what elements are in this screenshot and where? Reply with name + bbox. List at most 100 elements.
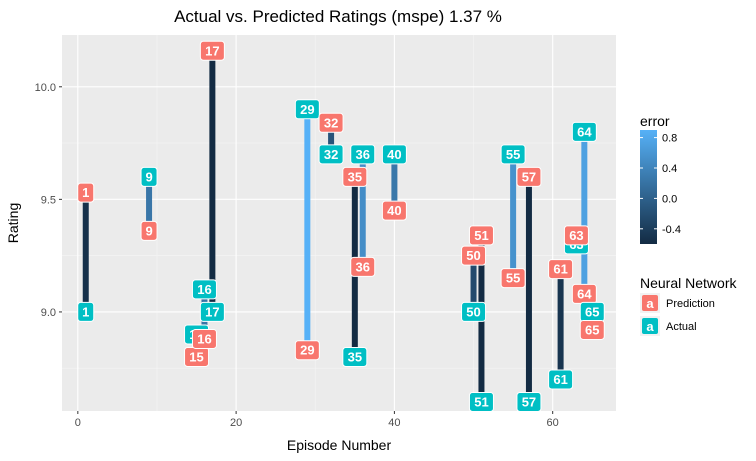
color-bar-tick-label: 0.8 bbox=[662, 133, 677, 145]
prediction-label: 63 bbox=[563, 225, 589, 246]
label-text: 16 bbox=[197, 331, 211, 346]
color-bar-ticks: 0.8 0.4 0.0 -0.4 bbox=[640, 133, 681, 236]
label-text: 9 bbox=[145, 223, 152, 238]
color-bar-tick-label: -0.4 bbox=[662, 224, 681, 236]
prediction-label: 51 bbox=[468, 225, 494, 246]
label-text: 51 bbox=[474, 228, 488, 243]
legend-key-swatch bbox=[642, 318, 658, 334]
actual-label: 16 bbox=[191, 279, 217, 300]
label-box bbox=[342, 346, 368, 367]
label-box bbox=[548, 369, 574, 390]
x-axis-title: Episode Number bbox=[287, 437, 392, 453]
prediction-label: 1 bbox=[77, 182, 95, 203]
x-tick-label: 40 bbox=[388, 417, 400, 429]
label-text: 61 bbox=[553, 262, 567, 277]
label-text: 40 bbox=[387, 147, 401, 162]
prediction-label: 61 bbox=[548, 259, 574, 280]
label-text: 55 bbox=[506, 147, 520, 162]
actual-label: 51 bbox=[468, 391, 494, 412]
label-box bbox=[140, 220, 158, 241]
actual-label: 64 bbox=[571, 121, 597, 142]
prediction-label: 65 bbox=[579, 319, 605, 340]
label-box bbox=[140, 166, 158, 187]
y-axis-title: Rating bbox=[5, 203, 21, 243]
actual-label: 55 bbox=[500, 144, 526, 165]
label-text: 50 bbox=[466, 248, 480, 263]
actual-label: 50 bbox=[461, 301, 487, 322]
actual-label: 29 bbox=[294, 99, 320, 120]
label-text: 29 bbox=[300, 343, 314, 358]
prediction-label: 32 bbox=[318, 112, 344, 133]
group-legend: Neural Network a Prediction a Actual bbox=[640, 275, 737, 336]
actual-label: 36 bbox=[350, 144, 376, 165]
label-box bbox=[468, 225, 494, 246]
legend-entry-label: Actual bbox=[666, 321, 697, 333]
label-text: 17 bbox=[205, 43, 219, 58]
grid-minor bbox=[62, 35, 616, 411]
label-box bbox=[579, 319, 605, 340]
label-box bbox=[294, 99, 320, 120]
prediction-label: 29 bbox=[294, 340, 320, 361]
label-text: 64 bbox=[577, 124, 592, 139]
actual-label: 40 bbox=[381, 144, 407, 165]
label-text: 9 bbox=[145, 169, 152, 184]
label-box bbox=[461, 245, 487, 266]
label-box bbox=[318, 144, 344, 165]
label-text: 65 bbox=[585, 304, 599, 319]
label-text: 40 bbox=[387, 203, 401, 218]
label-box bbox=[342, 166, 368, 187]
prediction-label: 9 bbox=[140, 220, 158, 241]
label-text: 32 bbox=[324, 147, 338, 162]
label-text: 16 bbox=[197, 282, 211, 297]
prediction-label: 40 bbox=[381, 200, 407, 221]
y-axis: 9.0 9.5 10.0 bbox=[35, 82, 62, 319]
label-text: 29 bbox=[300, 102, 314, 117]
actual-label: 35 bbox=[342, 346, 368, 367]
label-box bbox=[468, 391, 494, 412]
color-legend: error 0.8 0.4 0.0 -0.4 bbox=[640, 113, 681, 244]
prediction-label: 16 bbox=[191, 328, 217, 349]
label-text: 36 bbox=[356, 259, 370, 274]
label-box bbox=[294, 340, 320, 361]
label-box bbox=[199, 40, 225, 61]
label-box bbox=[77, 182, 95, 203]
label-text: 15 bbox=[189, 349, 203, 364]
actual-label: 32 bbox=[318, 144, 344, 165]
actual-label: 57 bbox=[516, 391, 542, 412]
actual-label: 9 bbox=[140, 166, 158, 187]
group-legend-entry: a Actual bbox=[640, 316, 697, 336]
x-tick-label: 0 bbox=[75, 417, 81, 429]
prediction-label: 17 bbox=[199, 40, 225, 61]
x-tick-label: 20 bbox=[230, 417, 242, 429]
y-tick-label: 9.0 bbox=[41, 307, 56, 319]
label-box bbox=[350, 144, 376, 165]
label-box bbox=[461, 301, 487, 322]
label-box bbox=[500, 268, 526, 289]
label-text: 65 bbox=[585, 322, 599, 337]
label-text: 36 bbox=[356, 147, 370, 162]
prediction-label: 50 bbox=[461, 245, 487, 266]
label-box bbox=[563, 225, 589, 246]
legend-entry-label: Prediction bbox=[666, 298, 715, 310]
label-text: 51 bbox=[474, 394, 488, 409]
legend-key-swatch bbox=[642, 295, 658, 311]
actual-label: 61 bbox=[548, 369, 574, 390]
label-text: 64 bbox=[577, 286, 592, 301]
label-box bbox=[516, 166, 542, 187]
point-labels: 1199151516161717292932323535363640405050… bbox=[77, 40, 605, 412]
y-tick-label: 9.5 bbox=[41, 194, 56, 206]
label-text: 1 bbox=[82, 185, 89, 200]
label-box bbox=[199, 301, 225, 322]
x-tick-label: 60 bbox=[547, 417, 559, 429]
label-box bbox=[571, 121, 597, 142]
label-text: 55 bbox=[506, 271, 520, 286]
group-legend-keys: a Prediction a Actual bbox=[640, 293, 715, 336]
label-text: 35 bbox=[348, 349, 362, 364]
prediction-label: 55 bbox=[500, 268, 526, 289]
group-legend-entry: a Prediction bbox=[640, 293, 715, 313]
y-tick-label: 10.0 bbox=[35, 82, 56, 94]
label-text: 57 bbox=[522, 394, 536, 409]
color-bar bbox=[640, 130, 657, 244]
prediction-label: 15 bbox=[184, 346, 210, 367]
